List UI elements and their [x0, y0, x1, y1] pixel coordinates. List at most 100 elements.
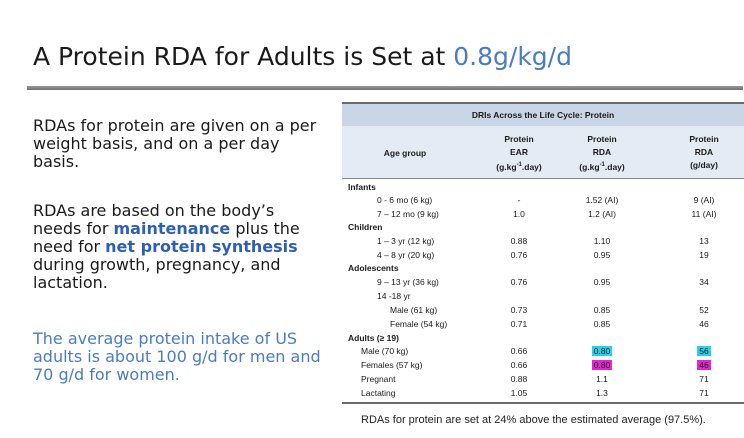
age-group-cell: 4 – 8 yr (20 kg): [377, 250, 435, 260]
ear-cell: 0.88: [510, 374, 528, 384]
ear-cell: 1.05: [510, 388, 528, 398]
age-group-cell: 14 -18 yr: [377, 291, 411, 301]
ear-cell: 0.88: [510, 236, 528, 246]
maintenance-highlight: maintenance: [113, 219, 231, 238]
ear-cell-wrapper: 0.66: [494, 346, 544, 356]
ear-cell-wrapper: 0.66: [494, 360, 544, 370]
ear-cell-wrapper: 0.76: [494, 250, 544, 260]
rda-per-day-cell-wrapper: 13: [679, 236, 729, 246]
ear-cell-wrapper: 0.71: [494, 319, 544, 329]
header-ear-line2: EAR: [510, 147, 528, 157]
table-group-row: Children: [342, 222, 744, 236]
ear-cell-wrapper: 1.0: [494, 209, 544, 219]
header-rda-day-line3: (g/day): [690, 160, 718, 170]
ear-cell: 1.0: [513, 209, 525, 219]
table-row: 9 – 13 yr (36 kg) 0.76 0.95 34: [342, 277, 744, 291]
age-group-cell: Male (70 kg): [361, 346, 409, 356]
rda-per-day-cell: 46: [699, 319, 709, 329]
ear-cell-wrapper: 0.76: [494, 277, 544, 287]
protein-dri-table: DRIs Across the Life Cycle: Protein Age …: [342, 102, 744, 404]
rda-cell-wrapper: 0.95: [574, 277, 630, 287]
ear-cell-wrapper: 1.05: [494, 388, 544, 398]
ear-cell-wrapper: 0.88: [494, 236, 544, 246]
table-row: Male (70 kg) 0.66 0.80 56: [342, 346, 744, 360]
rda-per-day-cell: 34: [699, 277, 709, 287]
rda-cell: 0.95: [593, 250, 611, 260]
header-ear-line1: Protein: [504, 134, 534, 144]
rda-cell-wrapper: 0.85: [574, 319, 630, 329]
para2-text-b: plus the need for: [33, 219, 300, 256]
rda-cell: 1.1: [596, 374, 608, 384]
rda-per-day-cell-wrapper: 56: [679, 346, 729, 356]
rda-cell-wrapper: 1.2 (AI): [574, 209, 630, 219]
age-group-cell: Male (61 kg): [390, 305, 438, 315]
slide-title: A Protein RDA for Adults is Set at 0.8g/…: [33, 42, 572, 71]
header-rda-day-line2: RDA: [694, 147, 714, 157]
rda-per-day-cell: 11 (AI): [691, 209, 717, 219]
para2-text-a: RDAs are based on the body’s needs for: [33, 201, 275, 238]
age-group-cell: Female (54 kg): [390, 319, 448, 329]
table-row: Pregnant 0.88 1.1 71: [342, 374, 744, 388]
table-title: DRIs Across the Life Cycle: Protein: [342, 104, 744, 126]
rda-per-day-cell: 52: [699, 305, 709, 315]
title-divider: [27, 86, 743, 90]
table-row: 0 - 6 mo (6 kg) - 1.52 (AI) 9 (AI): [342, 195, 744, 209]
ear-cell: 0.71: [510, 319, 528, 329]
rda-per-day-cell-wrapper: 71: [679, 388, 729, 398]
rda-per-day-cell: 71: [699, 388, 709, 398]
age-group-cell: 0 - 6 mo (6 kg): [377, 195, 433, 205]
rda-cell: 0.95: [593, 277, 611, 287]
age-group-cell: Adolescents: [348, 263, 399, 273]
table-row: 14 -18 yr: [342, 291, 744, 305]
rda-per-day-cell: 71: [699, 374, 709, 384]
age-group-cell: 9 – 13 yr (36 kg): [377, 277, 439, 287]
rda-per-day-cell-wrapper: 71: [679, 374, 729, 384]
table-footnote: RDAs for protein are set at 24% above th…: [361, 414, 706, 426]
rda-cell: 1.2 (AI): [588, 209, 616, 219]
age-group-cell: 1 – 3 yr (12 kg): [377, 236, 435, 246]
table-row: Female (54 kg) 0.71 0.85 46: [342, 319, 744, 333]
rda-cell: 0.80: [591, 360, 613, 370]
ear-cell: 0.76: [510, 277, 528, 287]
age-group-cell: 7 – 12 mo (9 kg): [377, 209, 439, 219]
header-rda-day-line1: Protein: [689, 134, 719, 144]
ear-cell: 0.76: [510, 250, 528, 260]
rda-cell: 1.3: [596, 388, 608, 398]
para2-text-c: during growth, pregnancy, and lactation.: [33, 255, 281, 292]
slide-title-value: 0.8g/kg/d: [453, 42, 572, 71]
rda-cell: 0.80: [591, 346, 613, 356]
rda-per-day-cell-wrapper: 34: [679, 277, 729, 287]
header-rda: Protein RDA (g.kg-1.day): [574, 133, 630, 174]
table-group-row: Infants: [342, 182, 744, 196]
rda-per-day-cell: 46: [697, 360, 711, 370]
paragraph-average-intake: The average protein intake of US adults …: [33, 329, 321, 384]
ear-cell: 0.66: [510, 360, 528, 370]
age-group-cell: Infants: [348, 182, 376, 192]
header-rda-line1: Protein: [587, 134, 617, 144]
paragraph-per-weight: RDAs for protein are given on a per weig…: [33, 116, 317, 171]
table-row: Lactating 1.05 1.3 71: [342, 388, 744, 402]
ear-cell: 0.73: [510, 305, 528, 315]
rda-cell-wrapper: 1.3: [574, 388, 630, 398]
rda-cell: 0.85: [593, 319, 611, 329]
table-row: 1 – 3 yr (12 kg) 0.88 1.10 13: [342, 236, 744, 250]
age-group-cell: Adults (≥ 19): [348, 333, 399, 343]
header-rda-line3: (g.kg-1.day): [579, 161, 625, 172]
age-group-cell: Children: [348, 222, 383, 232]
header-ear-line3: (g.kg-1.day): [496, 161, 542, 172]
rda-per-day-cell-wrapper: 46: [679, 319, 729, 329]
rda-per-day-cell: 56: [697, 346, 711, 356]
rda-per-day-cell: 9 (AI): [693, 195, 715, 205]
header-age-group: Age group: [383, 148, 427, 158]
table-row: 7 – 12 mo (9 kg) 1.0 1.2 (AI) 11 (AI): [342, 209, 744, 223]
age-group-cell: Females (57 kg): [361, 360, 423, 370]
rda-per-day-cell-wrapper: 52: [679, 305, 729, 315]
ear-cell: -: [517, 195, 521, 205]
ear-cell: 0.66: [510, 346, 528, 356]
table-row: Male (61 kg) 0.73 0.85 52: [342, 305, 744, 319]
age-group-cell: Pregnant: [361, 374, 396, 384]
net-protein-synthesis-highlight: net protein synthesis: [105, 237, 298, 256]
rda-cell-wrapper: 0.95: [574, 250, 630, 260]
rda-cell: 1.52 (AI): [585, 195, 619, 205]
rda-per-day-cell: 13: [699, 236, 709, 246]
